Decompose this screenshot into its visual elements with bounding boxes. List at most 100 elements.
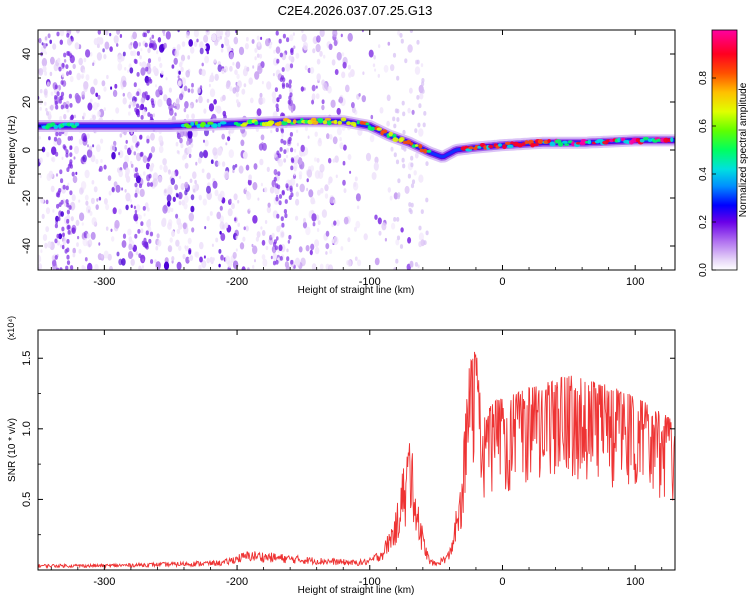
noise-speckle: [271, 91, 277, 99]
noise-speckle: [315, 93, 320, 100]
noise-speckle: [281, 67, 285, 72]
noise-speckle: [368, 49, 374, 58]
noise-speckle: [229, 65, 233, 72]
noise-speckle: [245, 225, 249, 232]
noise-speckle: [173, 57, 178, 65]
noise-speckle: [423, 240, 427, 246]
noise-speckle: [298, 174, 302, 180]
noise-speckle: [374, 68, 377, 72]
noise-speckle: [420, 239, 425, 247]
noise-speckle: [219, 230, 222, 235]
noise-speckle: [140, 221, 144, 227]
noise-speckle: [241, 88, 246, 95]
noise-speckle: [232, 251, 237, 259]
noise-speckle: [103, 54, 107, 60]
noise-speckle: [69, 53, 73, 58]
noise-speckle: [46, 151, 50, 158]
noise-speckle: [369, 134, 375, 143]
noise-speckle: [257, 41, 261, 47]
ridge-peak: [415, 144, 419, 147]
noise-speckle: [168, 219, 173, 227]
noise-speckle: [121, 187, 124, 191]
noise-speckle: [208, 103, 215, 112]
noise-speckle: [101, 80, 106, 87]
noise-speckle: [314, 170, 321, 179]
noise-speckle: [147, 77, 152, 82]
noise-speckle: [288, 234, 292, 240]
noise-speckle: [146, 162, 150, 170]
noise-speckle: [171, 230, 176, 237]
noise-speckle: [83, 57, 87, 63]
noise-speckle: [295, 191, 299, 197]
noise-speckle: [278, 153, 282, 159]
noise-speckle: [106, 74, 109, 80]
noise-speckle: [347, 32, 353, 42]
noise-speckle: [81, 222, 84, 226]
noise-speckle: [209, 88, 216, 98]
noise-speckle: [266, 81, 272, 90]
noise-speckle: [119, 133, 123, 138]
snr-series: [38, 351, 675, 570]
noise-speckle: [333, 39, 338, 47]
ridge-peak: [506, 144, 514, 149]
noise-speckle: [139, 105, 143, 111]
noise-speckle: [393, 152, 397, 158]
noise-speckle: [420, 209, 424, 215]
ridge-peak: [311, 120, 319, 125]
noise-speckle: [399, 33, 403, 38]
spectrogram-y-axis: -40 -20 0 20 40: [21, 29, 675, 271]
noise-speckle: [259, 158, 264, 166]
noise-speckle: [326, 133, 330, 140]
noise-speckle: [312, 222, 316, 227]
noise-speckle: [234, 69, 238, 75]
noise-speckle: [146, 182, 151, 187]
noise-speckle: [119, 34, 123, 38]
noise-speckle: [133, 173, 137, 179]
noise-speckle: [199, 47, 204, 55]
noise-speckle: [66, 209, 70, 215]
noise-speckle: [396, 108, 400, 114]
noise-speckle: [63, 237, 67, 244]
noise-speckle: [108, 190, 112, 196]
noise-speckle: [56, 240, 61, 246]
ridge-peak: [185, 124, 192, 129]
noise-speckle: [66, 260, 71, 265]
noise-speckle: [219, 35, 222, 40]
noise-speckle: [213, 58, 217, 64]
noise-speckle: [142, 206, 146, 211]
noise-speckle: [182, 222, 187, 230]
ridge-peak: [549, 141, 556, 147]
noise-speckle: [174, 112, 177, 117]
noise-speckle: [76, 242, 79, 247]
noise-speckle: [206, 185, 211, 194]
noise-speckle: [191, 82, 194, 88]
noise-speckle: [225, 142, 228, 146]
noise-speckle: [133, 82, 137, 88]
noise-speckle: [189, 104, 192, 109]
noise-speckle: [283, 140, 287, 146]
noise-speckle: [222, 110, 227, 117]
noise-speckle: [83, 81, 89, 90]
noise-speckle: [272, 96, 277, 104]
noise-speckle: [53, 63, 59, 72]
noise-speckle: [142, 171, 146, 176]
x-tick-label: -300: [93, 276, 115, 288]
noise-speckle: [280, 128, 284, 134]
noise-speckle: [158, 145, 164, 154]
noise-speckle: [288, 55, 292, 61]
noise-speckle: [107, 175, 112, 182]
noise-speckle: [180, 66, 184, 73]
noise-speckle: [276, 213, 280, 219]
noise-speckle: [78, 249, 82, 254]
noise-speckle: [212, 180, 218, 189]
noise-speckle: [62, 144, 66, 150]
noise-speckle: [59, 169, 63, 175]
noise-speckle: [89, 52, 93, 57]
noise-speckle: [392, 52, 397, 58]
noise-speckle: [39, 157, 43, 164]
noise-speckle: [235, 61, 241, 69]
noise-speckle: [312, 36, 318, 44]
noise-speckle: [65, 152, 69, 158]
noise-speckle: [223, 170, 230, 180]
colorbar-gradient: [712, 30, 737, 270]
